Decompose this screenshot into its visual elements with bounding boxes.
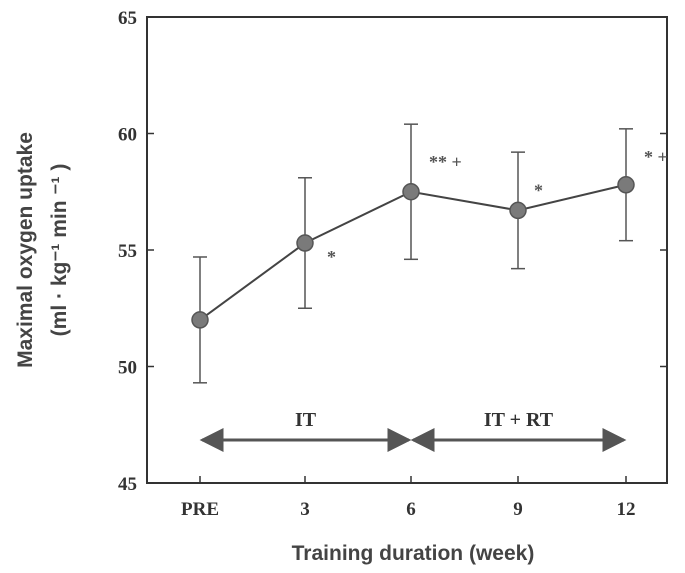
x-axis-ticks: PRE 3 6 9 12 [181, 476, 636, 520]
significance-marker: * + [644, 147, 668, 167]
plot-frame [146, 16, 668, 484]
data-point [617, 176, 635, 194]
y-tick-label: 50 [118, 358, 137, 379]
x-tick-label: 3 [300, 499, 310, 520]
data-point [191, 311, 209, 329]
series-group [191, 123, 635, 384]
data-point [402, 183, 420, 201]
significance-marker: * [534, 180, 543, 200]
x-axis-label: Training duration (week) [292, 542, 535, 565]
y-tick-label: 45 [118, 474, 137, 495]
phase-arrows: IT IT + RT [199, 409, 627, 452]
data-point [509, 201, 527, 220]
x-tick-label: 12 [617, 499, 636, 520]
y-axis-ticks: 45 50 55 60 65 [118, 8, 667, 495]
y-tick-label: 60 [118, 125, 137, 146]
y-tick-label: 65 [118, 8, 137, 29]
phase-label: IT + RT [484, 409, 554, 431]
x-tick-label: PRE [181, 499, 219, 520]
phase-label: IT [295, 409, 317, 431]
y-tick-label: 55 [118, 241, 137, 262]
significance-marker: * [327, 247, 336, 267]
x-tick-label: 9 [513, 499, 523, 520]
significance-markers: *** +** + [327, 147, 668, 267]
significance-marker: ** + [429, 152, 462, 172]
x-tick-label: 6 [406, 499, 416, 520]
y-axis-label-line2: (ml · kg⁻¹ min ⁻¹ ) [48, 164, 71, 337]
series-line [199, 183, 627, 321]
y-axis-label-line1: Maximal oxygen uptake [14, 132, 37, 368]
data-point [296, 234, 314, 252]
